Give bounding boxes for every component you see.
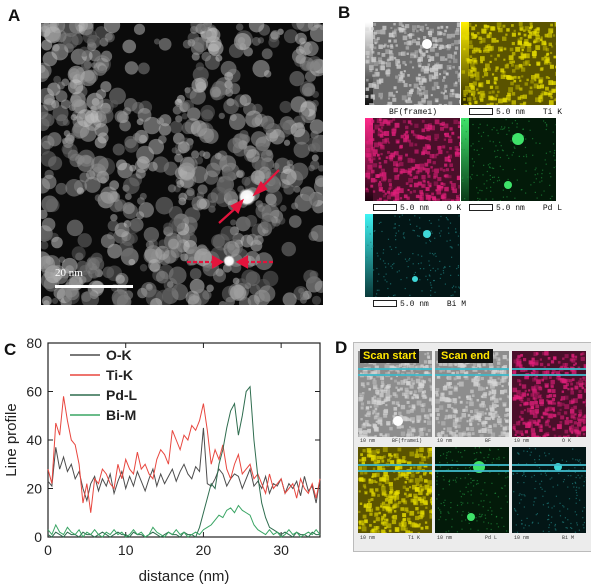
d-tile-bi bbox=[512, 447, 586, 533]
bf-texture bbox=[365, 22, 460, 105]
y-tick-label: 0 bbox=[34, 529, 42, 545]
y-tick-label: 40 bbox=[26, 432, 42, 448]
x-axis-label: distance (nm) bbox=[139, 568, 230, 585]
legend-label-ti-k: Ti-K bbox=[106, 367, 133, 383]
pd-caption: 5.0 nm Pd L bbox=[469, 204, 562, 213]
y-axis-label: Line profile bbox=[3, 403, 20, 476]
stem-image-panel-a: 20 nm bbox=[41, 23, 323, 305]
bi-caption: 5.0 nm Bi M bbox=[373, 300, 466, 309]
d-caption-bf: 10 nm BF bbox=[437, 438, 492, 444]
series-line-bi-m bbox=[47, 504, 321, 538]
ti-caption: 5.0 nm Ti K bbox=[469, 108, 562, 117]
scale-bar-label: 20 nm bbox=[55, 267, 83, 279]
d-tile-ti bbox=[358, 447, 432, 533]
scale-bar bbox=[55, 285, 133, 288]
red-arrows bbox=[187, 169, 280, 269]
ti-map-tile bbox=[461, 22, 556, 105]
series-line-o-k bbox=[47, 427, 321, 504]
d-caption-pd: 10 nm Pd L bbox=[437, 535, 498, 541]
panel-letter-a: A bbox=[8, 6, 21, 25]
d-tile-pd bbox=[435, 447, 509, 533]
x-tick-label: 30 bbox=[273, 542, 289, 558]
nanoparticle-small bbox=[223, 255, 235, 267]
scan-start-label: Scan start bbox=[360, 349, 420, 363]
y-tick-label: 80 bbox=[26, 335, 42, 351]
bf-tile bbox=[365, 22, 460, 105]
plot-frame bbox=[47, 342, 321, 538]
line-scan-panel-d: Scan start Scan end 10 nm BF(frame1) 10 … bbox=[353, 342, 591, 552]
line-profile-chart: 0 20 40 60 80 0 10 20 30 distance (nm) Line profil… bbox=[3, 335, 321, 585]
d-caption-bf1: 10 nm BF(frame1) bbox=[360, 438, 423, 444]
bf-caption: BF(frame1) bbox=[389, 108, 438, 117]
legend-label-bi-m: Bi-M bbox=[106, 407, 136, 423]
d-tile-o bbox=[512, 351, 586, 437]
eds-maps-panel-b: BF(frame1) 5.0 nm Ti K 5.0 nm O K 5.0 nm Pd… bbox=[365, 22, 562, 312]
pd-map-tile bbox=[461, 118, 556, 201]
y-tick-label: 60 bbox=[26, 384, 42, 400]
o-map-tile bbox=[365, 118, 460, 201]
d-caption-bi: 10 nm Bi M bbox=[514, 535, 575, 541]
x-tick-label: 20 bbox=[196, 542, 212, 558]
legend-label-o-k: O-K bbox=[106, 347, 132, 363]
x-tick-label: 10 bbox=[118, 542, 134, 558]
series-line-ti-k bbox=[47, 396, 321, 513]
d-caption-ti: 10 nm Ti K bbox=[360, 535, 421, 541]
panel-letter-d: D bbox=[335, 338, 348, 357]
d-tile-bf bbox=[435, 351, 509, 437]
y-tick-label: 20 bbox=[26, 481, 42, 497]
d-tile-bf1 bbox=[358, 351, 432, 437]
stem-texture bbox=[41, 23, 323, 305]
x-tick-label: 0 bbox=[44, 542, 52, 558]
panel-letter-c: C bbox=[4, 340, 17, 359]
o-caption: 5.0 nm O K bbox=[373, 204, 461, 213]
series-line-pd-l bbox=[47, 385, 320, 538]
d-caption-o: 10 nm O K bbox=[514, 438, 572, 444]
legend-label-pd-l: Pd-L bbox=[106, 387, 138, 403]
bi-map-tile bbox=[365, 214, 460, 297]
panel-letter-b: B bbox=[338, 3, 351, 22]
scan-end-label: Scan end bbox=[438, 349, 493, 363]
